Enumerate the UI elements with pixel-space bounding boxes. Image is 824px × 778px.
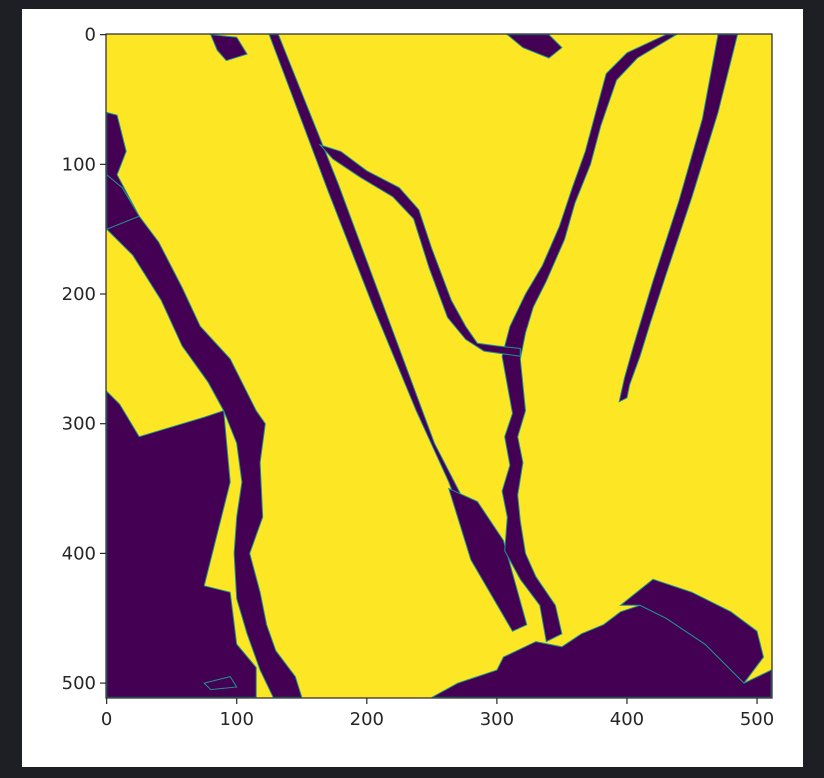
figure: 0 100 200 300 400 500 0 100 200 300 400 500 [22,9,803,767]
region-10 [203,676,238,691]
y-tick-label: 300 [62,414,96,435]
plot-frame [105,33,773,699]
x-tick-label: 100 [220,709,254,730]
x-tick-label: 0 [101,709,112,730]
x-axis: 0 100 200 300 400 500 [101,698,774,730]
x-tick-label: 500 [740,709,774,730]
region-6 [501,34,679,643]
y-tick-label: 400 [62,543,96,564]
x-tick-label: 300 [480,709,514,730]
region-0 [106,390,257,698]
y-tick-label: 500 [62,673,96,694]
y-tick-label: 200 [62,284,96,305]
y-axis: 0 100 200 300 400 500 [62,25,106,694]
region-1 [106,111,303,698]
region-2 [106,173,140,230]
region-5 [618,34,739,403]
region-7 [318,143,521,357]
x-tick-label: 200 [350,709,384,730]
region-4 [447,487,528,632]
y-tick-label: 0 [85,25,96,46]
heatmap-chart: 0 100 200 300 400 500 0 100 200 300 400 500 [62,25,775,730]
region-11 [209,34,248,62]
y-tick-label: 100 [62,154,96,175]
region-9 [619,578,765,684]
x-tick-label: 400 [610,709,644,730]
image-regions [106,34,772,698]
